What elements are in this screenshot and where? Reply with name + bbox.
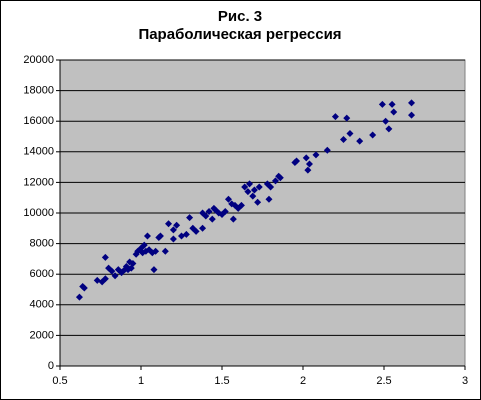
point — [152, 247, 160, 255]
point — [312, 151, 320, 159]
point — [331, 113, 339, 121]
point — [390, 108, 398, 116]
point — [382, 117, 390, 125]
point — [156, 232, 164, 240]
point — [140, 241, 148, 249]
point — [408, 99, 416, 107]
point — [346, 129, 354, 137]
point — [101, 275, 109, 283]
point — [244, 188, 252, 196]
point — [293, 157, 301, 165]
point — [101, 253, 109, 261]
point — [271, 177, 279, 185]
point — [302, 154, 310, 162]
y-tick-label: 2000 — [30, 329, 54, 341]
point — [169, 235, 177, 243]
point — [378, 100, 386, 108]
point — [224, 195, 232, 203]
x-tick-label: 0.5 — [52, 375, 67, 387]
x-tick-label: 2.5 — [376, 375, 391, 387]
point — [385, 125, 393, 133]
x-tick-label: 3 — [462, 375, 468, 387]
point — [202, 212, 210, 220]
x-tick-label: 1 — [138, 375, 144, 387]
point — [199, 224, 207, 232]
point — [182, 230, 190, 238]
y-tick-label: 18000 — [23, 85, 54, 97]
point — [255, 183, 263, 191]
y-tick-label: 8000 — [30, 238, 54, 250]
point — [237, 201, 245, 209]
point — [129, 259, 137, 267]
point — [150, 266, 158, 274]
chart-subtitle: Параболическая регрессия — [138, 26, 341, 43]
point — [208, 215, 216, 223]
point — [205, 207, 213, 215]
point — [173, 221, 181, 229]
point — [246, 180, 254, 188]
point — [229, 215, 237, 223]
point — [108, 267, 116, 275]
point — [408, 111, 416, 119]
chart-title: Рис. 3 — [218, 8, 262, 25]
point — [186, 214, 194, 222]
x-tick-label: 1.5 — [214, 375, 229, 387]
point — [169, 226, 177, 234]
point — [267, 183, 275, 191]
point — [265, 195, 273, 203]
point — [356, 137, 364, 145]
point — [192, 227, 200, 235]
point — [323, 146, 331, 154]
point — [241, 183, 249, 191]
y-tick-label: 10000 — [23, 207, 54, 219]
point — [221, 207, 229, 215]
point — [340, 136, 347, 144]
point — [161, 247, 169, 255]
x-tick-label: 2 — [300, 375, 306, 387]
y-tick-label: 0 — [48, 360, 54, 372]
point — [305, 160, 313, 168]
y-tick-label: 6000 — [30, 268, 54, 280]
point — [249, 192, 257, 200]
y-tick-label: 20000 — [23, 54, 54, 66]
point — [254, 198, 262, 206]
y-tick-label: 4000 — [30, 299, 54, 311]
point — [388, 100, 396, 108]
point — [369, 131, 377, 139]
point — [343, 114, 351, 122]
point — [75, 293, 83, 301]
y-tick-label: 12000 — [23, 176, 54, 188]
point — [250, 186, 258, 194]
point — [143, 232, 151, 240]
point — [111, 272, 119, 280]
y-tick-label: 16000 — [23, 115, 54, 127]
y-tick-label: 14000 — [23, 146, 54, 158]
point — [165, 220, 173, 228]
point — [304, 166, 312, 174]
point — [276, 174, 284, 182]
point — [80, 284, 88, 292]
